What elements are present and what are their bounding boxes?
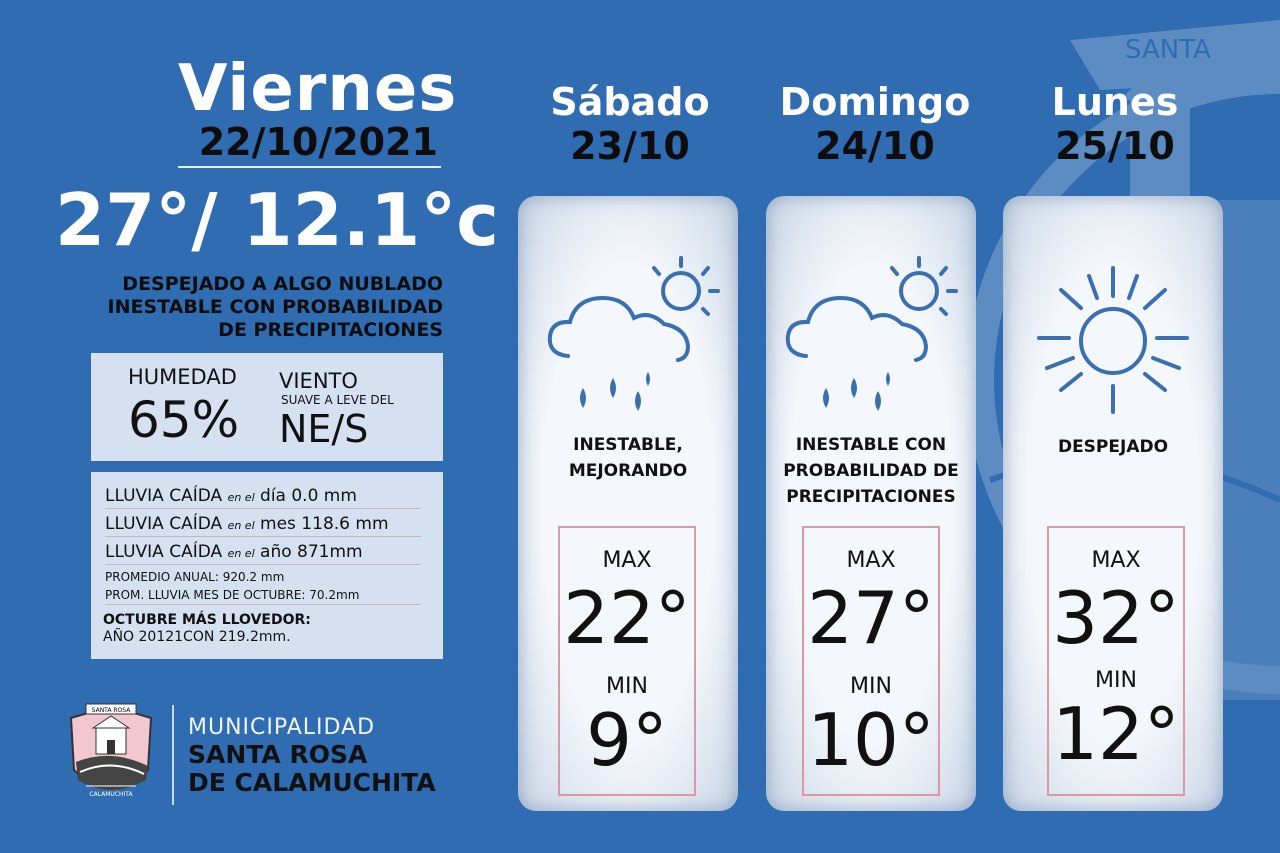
rainiest-october-detail: AÑO 20121CON 219.2mm. (103, 629, 291, 645)
rain-row: LLUVIA CAÍDA en el día 0.0 mm (105, 486, 421, 509)
logo-divider (172, 705, 174, 805)
max-temperature: 22° (563, 576, 691, 660)
rain-row: LLUVIA CAÍDA en el mes 118.6 mm (105, 514, 421, 537)
svg-text:SANTA: SANTA (1125, 35, 1211, 65)
forecast-card-monday: DESPEJADO MAX 32° MIN 12° (1003, 196, 1223, 811)
min-temperature: 9° (586, 698, 668, 782)
max-temperature: 27° (807, 576, 935, 660)
october-average: PROM. LLUVIA MES DE OCTUBRE: 70.2mm (105, 588, 421, 605)
svg-text:CALAMUCHITA: CALAMUCHITA (89, 791, 133, 798)
forecast-description-line: PROBABILIDAD DE (783, 461, 959, 481)
forecast-description: INESTABLE, MEJORANDO (518, 432, 738, 484)
humidity-value: 65% (128, 391, 240, 449)
forecast-description-line: INESTABLE CON (795, 435, 947, 455)
max-label: MAX (1091, 548, 1141, 573)
forecast-header-monday: Lunes 25/10 (1005, 80, 1225, 168)
rain-row-value: día 0.0 mm (260, 486, 357, 506)
today-temperature: 27°/ 12.1°c (55, 178, 499, 262)
rain-row-label: LLUVIA CAÍDA (105, 486, 223, 506)
rain-cloud-sun-icon (766, 236, 976, 416)
divider (178, 166, 441, 168)
rainiest-october-title: OCTUBRE MÁS LLOVEDOR: (103, 612, 311, 628)
municipality-emblem: SANTA ROSA CALAMUCHITA (66, 700, 156, 806)
max-label: MAX (602, 548, 652, 573)
forecast-header-saturday: Sábado 23/10 (520, 80, 740, 168)
rain-row-value: año 871mm (260, 542, 363, 562)
min-label: MIN (850, 674, 892, 699)
max-label: MAX (846, 548, 896, 573)
logo-town-name: SANTA ROSA (188, 740, 368, 769)
min-label: MIN (1095, 668, 1137, 693)
forecast-header-sunday: Domingo 24/10 (760, 80, 990, 168)
forecast-day: Lunes (1051, 80, 1179, 124)
forecast-day: Sábado (550, 80, 710, 124)
forecast-card-sunday: INESTABLE CON PROBABILIDAD DE PRECIPITAC… (766, 196, 976, 811)
today-date: 22/10/2021 (198, 120, 438, 164)
forecast-description-line: INESTABLE, (573, 435, 683, 455)
forecast-description-line: MEJORANDO (568, 461, 688, 481)
min-temperature: 12° (1052, 692, 1180, 776)
forecast-description: INESTABLE CON PROBABILIDAD DE PRECIPITAC… (766, 432, 976, 510)
rain-row-label: LLUVIA CAÍDA (105, 542, 223, 562)
sun-icon (1003, 236, 1223, 416)
rain-panel: LLUVIA CAÍDA en el día 0.0 mm LLUVIA CAÍ… (91, 472, 443, 659)
today-description-line: INESTABLE CON PROBABILIDAD (107, 296, 444, 318)
wind-subtitle: SUAVE A LEVE DEL (281, 393, 394, 407)
logo-municipality: MUNICIPALIDAD (188, 715, 376, 740)
today-description: DESPEJADO A ALGO NUBLADO INESTABLE CON P… (70, 273, 444, 342)
humidity-wind-panel: HUMEDAD 65% VIENTO SUAVE A LEVE DEL NE/S (91, 353, 443, 461)
forecast-date: 23/10 (570, 124, 690, 168)
forecast-description-line: PRECIPITACIONES (786, 487, 956, 507)
min-temperature: 10° (807, 698, 935, 782)
rain-row-connector: en el (227, 547, 255, 560)
humidity-label: HUMEDAD (128, 365, 237, 389)
forecast-description: DESPEJADO (1003, 434, 1223, 460)
temperature-box: MAX 32° MIN 12° (1047, 526, 1185, 796)
svg-text:SANTA ROSA: SANTA ROSA (92, 707, 132, 714)
wind-label: VIENTO (279, 369, 358, 393)
forecast-day: Domingo (779, 80, 971, 124)
forecast-date: 24/10 (815, 124, 935, 168)
forecast-description-line: DESPEJADO (1057, 437, 1169, 457)
today-description-line: DE PRECIPITACIONES (218, 319, 443, 341)
forecast-date: 25/10 (1055, 124, 1175, 168)
rain-row: LLUVIA CAÍDA en el año 871mm (105, 542, 421, 565)
temperature-box: MAX 27° MIN 10° (802, 526, 940, 796)
rain-cloud-sun-icon (518, 236, 738, 416)
max-temperature: 32° (1052, 576, 1180, 660)
min-label: MIN (606, 674, 648, 699)
rain-row-connector: en el (227, 491, 255, 504)
annual-average: PROMEDIO ANUAL: 920.2 mm (105, 570, 285, 584)
rain-row-connector: en el (227, 519, 255, 532)
rain-row-value: mes 118.6 mm (260, 514, 389, 534)
forecast-card-saturday: INESTABLE, MEJORANDO MAX 22° MIN 9° (518, 196, 738, 811)
wind-direction: NE/S (279, 407, 369, 451)
rain-row-label: LLUVIA CAÍDA (105, 514, 223, 534)
logo-town-name-2: DE CALAMUCHITA (188, 768, 436, 797)
today-day: Viernes (178, 52, 458, 126)
temperature-box: MAX 22° MIN 9° (558, 526, 696, 796)
today-description-line: DESPEJADO A ALGO NUBLADO (122, 273, 443, 295)
